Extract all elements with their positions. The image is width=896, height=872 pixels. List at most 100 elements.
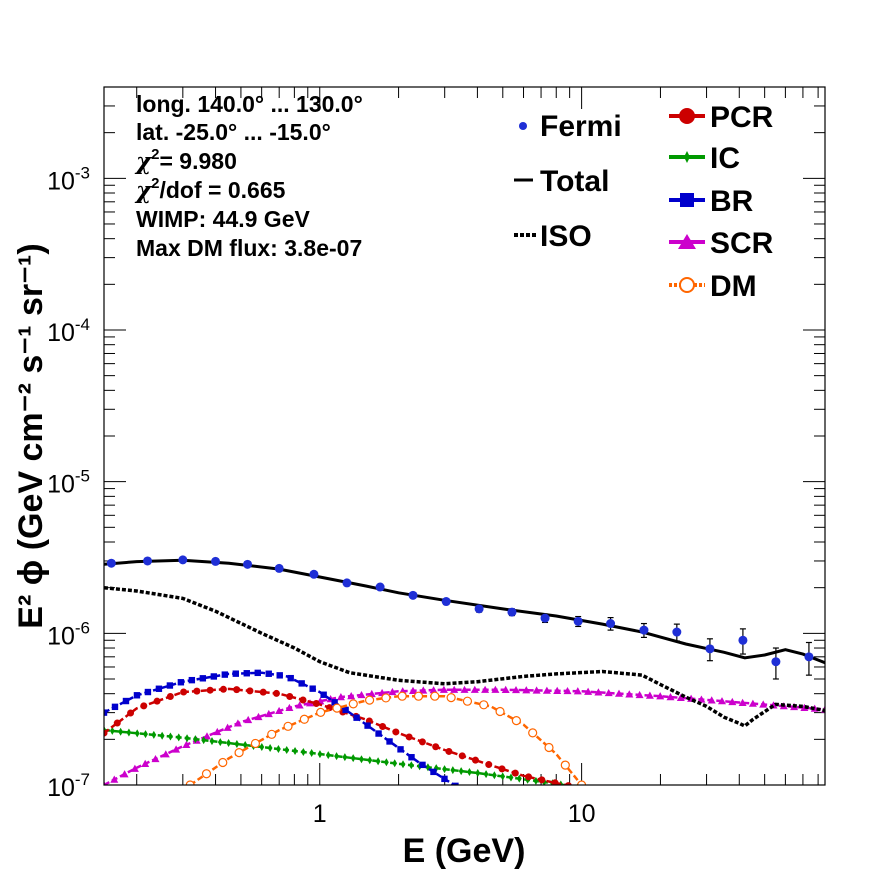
br-point: [298, 680, 305, 687]
scr-point: [233, 719, 242, 727]
fermi-point: [804, 652, 814, 662]
ic-point: [467, 768, 472, 777]
dm-point: [364, 695, 375, 705]
pcr-point: [286, 692, 294, 700]
scr-point: [450, 685, 459, 693]
br-point: [166, 682, 174, 689]
legend-scr-marker: [678, 234, 696, 249]
scr-point: [295, 701, 304, 709]
x-tick-label: 1: [313, 800, 327, 828]
ic-point: [400, 760, 406, 769]
pcr-point: [498, 765, 506, 773]
dm-point: [511, 716, 521, 726]
br-point: [243, 670, 250, 677]
scr-point: [388, 687, 397, 696]
scr-point: [151, 754, 160, 763]
br-point: [408, 754, 415, 761]
legend-fermi-label: Fermi: [540, 110, 622, 143]
pcr-point: [219, 685, 227, 693]
br-point: [210, 673, 218, 680]
legend-total-label: Total: [540, 165, 609, 198]
scr-point: [584, 687, 593, 695]
dm-point: [528, 728, 538, 738]
scr-point: [738, 698, 747, 706]
br-point: [474, 796, 480, 802]
scr-point: [223, 723, 232, 731]
ic-point: [342, 753, 348, 762]
pcr-point: [180, 688, 188, 696]
fermi-point: [738, 635, 748, 645]
ic-point: [184, 734, 190, 743]
y-tick-label: 10-7: [47, 770, 90, 802]
pcr-point: [392, 728, 400, 736]
br-point: [364, 722, 371, 729]
scr-point: [347, 691, 356, 700]
fermi-point: [441, 597, 451, 607]
plot-frame: [103, 86, 826, 786]
br-point: [265, 670, 272, 677]
ic-point: [458, 767, 464, 776]
ic-point: [267, 744, 273, 753]
scr-point: [676, 693, 685, 702]
ic-point: [276, 745, 281, 754]
fermi-point: [106, 558, 116, 568]
legend-ic-label: IC: [710, 142, 740, 175]
scr-point: [625, 690, 634, 698]
stats-longitude: long. 140.0° ... 130.0°: [136, 91, 363, 117]
pcr-point: [272, 689, 280, 697]
fermi-point: [705, 644, 715, 654]
tick-labels: 1 10 10-7 10-6 10-5 10-4 10-3: [47, 163, 595, 828]
dm-point: [381, 693, 391, 703]
br-point: [232, 670, 239, 677]
scr-point: [707, 696, 716, 704]
legend-ic-marker: [684, 151, 690, 163]
br-point: [375, 730, 382, 737]
scr-point: [275, 706, 284, 715]
x-tick-label: 10: [568, 800, 596, 828]
axis-ticks: [104, 86, 825, 786]
ic-point: [350, 754, 356, 763]
pcr-point: [153, 697, 161, 705]
br-point: [386, 738, 393, 745]
legend-fermi-marker: [519, 122, 527, 130]
legend-dm-label: DM: [710, 270, 757, 303]
br-point: [419, 761, 426, 769]
stats-latitude: lat. -25.0° ... -15.0°: [136, 119, 331, 145]
ic-point: [442, 765, 447, 774]
stats-block: long. 140.0° ... 130.0° lat. -25.0° ... …: [134, 91, 363, 261]
scr-point: [532, 686, 541, 694]
stats-wimp: WIMP: 44.9 GeV: [136, 206, 310, 232]
scr-point: [748, 699, 757, 707]
br-point: [331, 699, 338, 706]
legend-right: PCR IC BR SCR DM: [669, 101, 774, 303]
pcr-point: [551, 779, 559, 785]
stats-chi2: χ2= 9.980: [134, 146, 237, 175]
pcr-point: [246, 687, 254, 695]
ic-point: [367, 756, 373, 765]
fermi-point: [639, 625, 649, 635]
fermi-point: [474, 604, 484, 614]
scr-point: [264, 709, 273, 718]
scr-point: [141, 759, 150, 767]
fermi-point: [540, 613, 550, 623]
scr-point: [419, 686, 428, 694]
dm-point: [462, 696, 473, 706]
pcr-point: [458, 752, 466, 760]
dm-point: [577, 780, 587, 785]
br-point: [441, 775, 448, 783]
pcr-point: [445, 747, 453, 755]
br-point: [155, 685, 163, 692]
ic-point: [118, 727, 124, 736]
scr-point: [357, 690, 366, 699]
pcr-point: [166, 692, 174, 700]
scr-point: [542, 686, 551, 694]
ic-point: [209, 737, 215, 746]
pcr-point: [140, 702, 148, 710]
ic-point: [500, 772, 506, 781]
scr-point: [635, 690, 644, 699]
scr-point: [522, 686, 531, 694]
br-point: [452, 782, 459, 785]
ic-point: [234, 740, 240, 749]
legend-dm-marker: [679, 277, 695, 293]
ic-point: [450, 766, 456, 775]
